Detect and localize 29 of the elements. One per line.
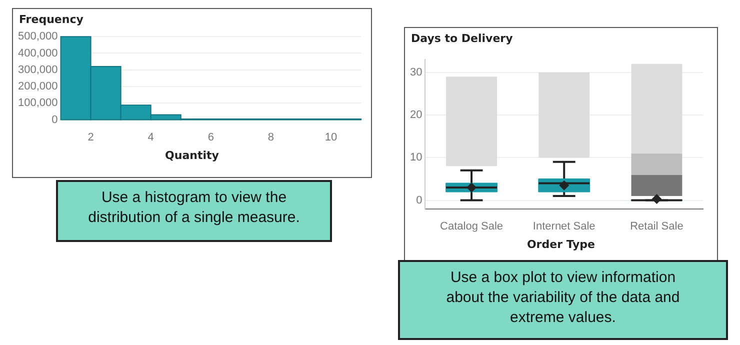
y-tick-label: 200,000 — [18, 80, 58, 93]
x-axis-title: Order Type — [526, 238, 596, 251]
bar — [446, 76, 497, 166]
y-axis-title: Frequency — [19, 13, 84, 26]
y-tick-label: 0 — [416, 194, 422, 206]
y-tick-label: 10 — [410, 152, 422, 164]
y-tick-label: 100,000 — [18, 97, 58, 110]
bar — [631, 174, 682, 196]
x-axis-title: Quantity — [164, 149, 220, 162]
text: Use a histogram to view the distribution of a single measure. — [56, 180, 332, 242]
x-tick-label: 10 — [324, 131, 338, 144]
x-tick-label: Retail Sale — [630, 220, 684, 232]
y-tick-label: 30 — [410, 66, 422, 78]
x-tick-label: Catalog Sale — [440, 220, 504, 232]
bar — [631, 153, 682, 175]
x-tick-label: 4 — [148, 131, 154, 144]
bar — [631, 64, 682, 154]
bar — [538, 72, 590, 158]
y-tick-label: 0 — [52, 114, 58, 126]
x-tick-label: Internet Sale — [532, 220, 596, 232]
y-tick-label: 300,000 — [18, 64, 58, 76]
y-tick-label: 400,000 — [18, 47, 58, 60]
x-tick-label: 6 — [208, 131, 214, 144]
x-tick-label: 8 — [268, 131, 274, 144]
y-axis-title: Days to Delivery — [411, 32, 513, 45]
x-tick-label: 2 — [88, 131, 94, 144]
y-tick-label: 20 — [410, 109, 422, 122]
text: Use a box plot to view information about the variability of the data and extreme values. — [398, 260, 728, 340]
y-tick-label: 500,000 — [18, 30, 58, 43]
